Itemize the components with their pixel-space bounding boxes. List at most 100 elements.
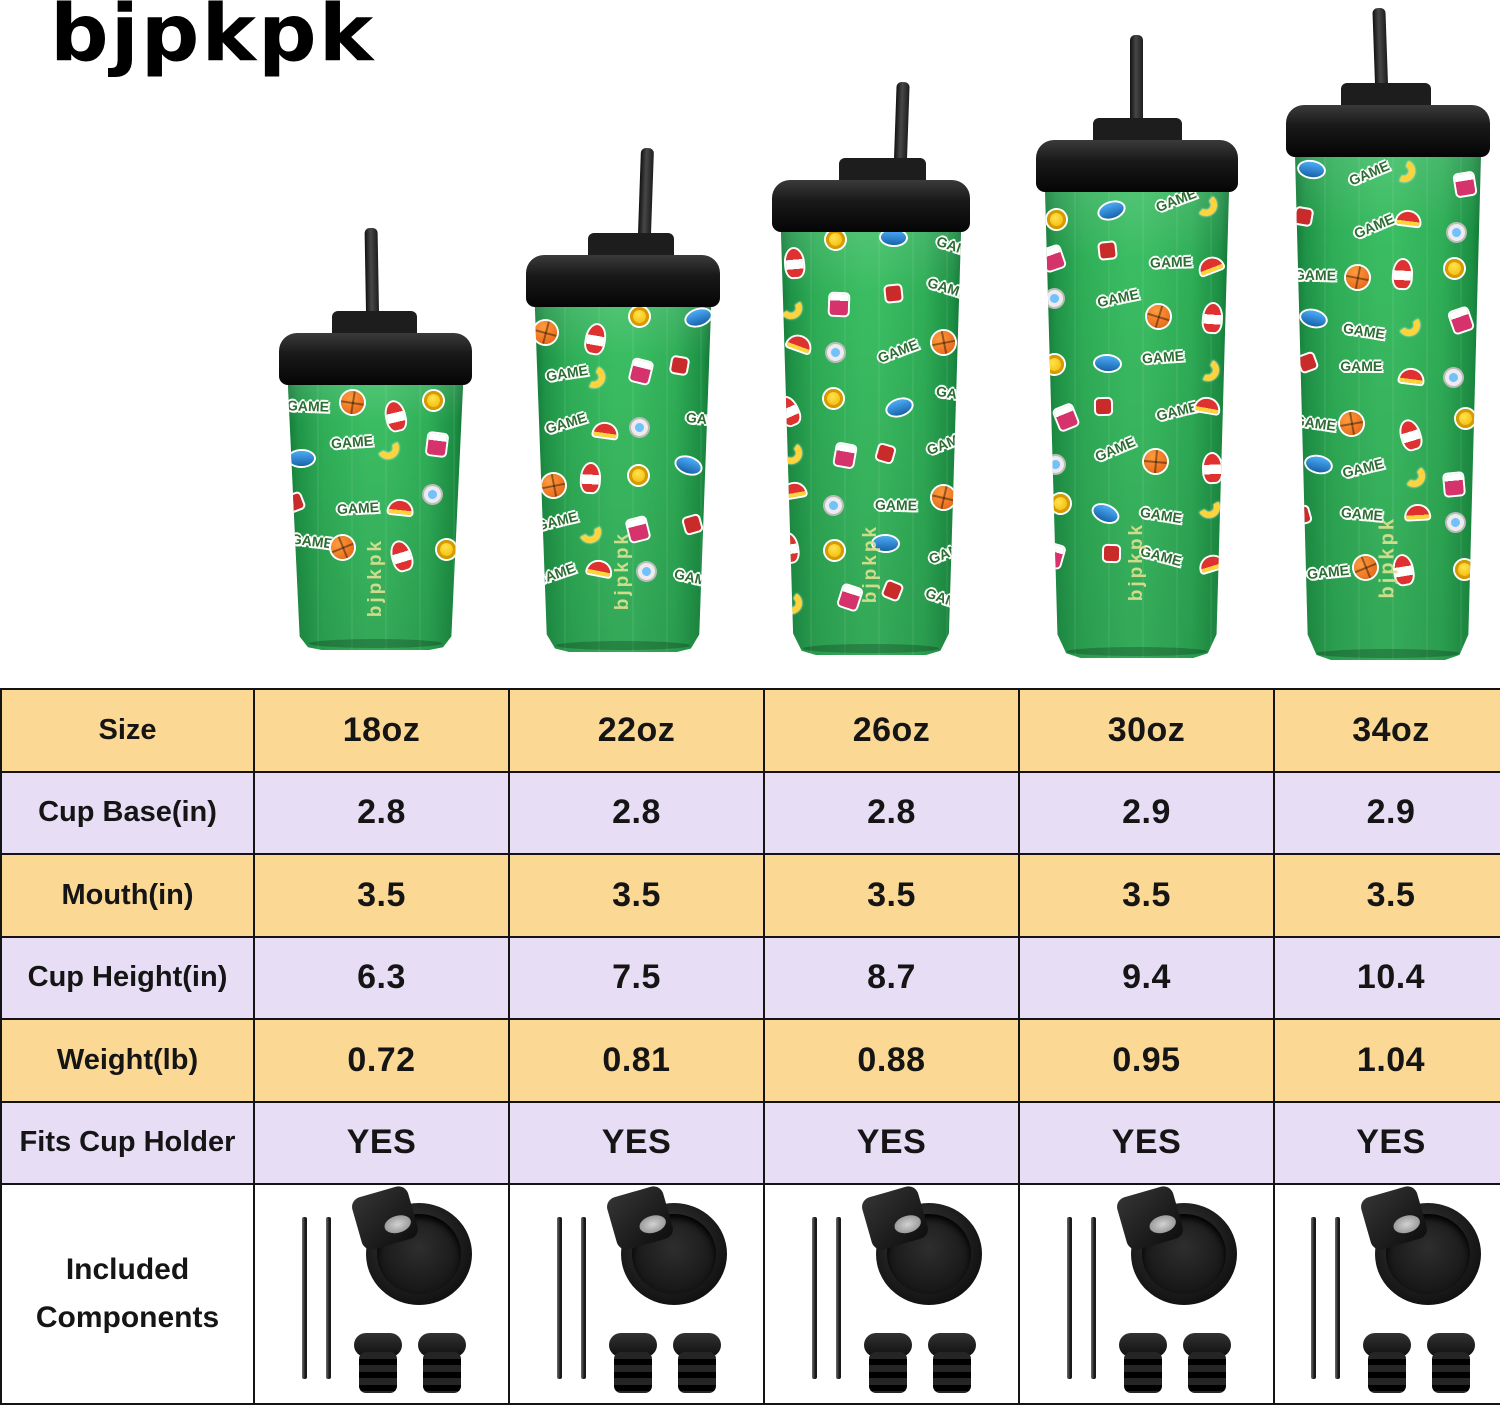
components-image (1275, 1184, 1500, 1397)
game-word-sticker: GAME (286, 397, 330, 416)
cup-brand-text: bjpkpk (612, 530, 633, 610)
basketball-sticker (1338, 409, 1366, 437)
star-sticker (882, 581, 903, 601)
spec-cell: 34oz (1275, 690, 1500, 773)
cap-sticker (1399, 368, 1424, 385)
magnifier-sticker (1445, 512, 1466, 533)
smiley-sticker (1047, 209, 1067, 229)
flip-lid-image (604, 1184, 727, 1314)
basketball-sticker (929, 329, 957, 357)
smiley-sticker (626, 463, 651, 488)
rocket-sticker (584, 323, 606, 354)
spec-cell: 30oz (1020, 690, 1275, 773)
lid (772, 180, 970, 232)
spec-cell: 22oz (510, 690, 765, 773)
metal-straw-image (556, 1217, 562, 1379)
game-word-sticker: GAME (1141, 347, 1185, 367)
game-word-sticker: GAME (1096, 286, 1141, 311)
flip-button-image (891, 1212, 923, 1237)
flip-lid-image (349, 1184, 472, 1314)
smiley-sticker (822, 539, 846, 563)
smiley-sticker (1454, 407, 1477, 429)
cup-brand-text: bjpkpk (364, 538, 386, 618)
components-label-line2: Components (35, 1301, 220, 1334)
lid-straw-mount (1092, 118, 1182, 144)
banana-sticker (1193, 193, 1218, 218)
stopper-image (608, 1333, 657, 1393)
fish-sticker (1299, 308, 1328, 329)
cup-body: GAME GAME GAME GAME GAME GAME GAME GAME bjpkpk (1044, 186, 1230, 658)
spec-cell: 3.5 (1275, 855, 1500, 938)
spec-cell: 6.3 (255, 937, 510, 1020)
smiley-sticker (1044, 352, 1067, 377)
mug-sticker (1454, 172, 1476, 196)
smiley-sticker (628, 305, 651, 328)
components-label: Included Components (2, 1185, 255, 1405)
mug-sticker (1044, 245, 1065, 272)
rocket-sticker (1398, 419, 1423, 451)
tumbler-22oz: GAME GAME GAME GAME GAME GAME bjpkpk (526, 147, 720, 652)
spec-cell: 0.95 (1020, 1020, 1275, 1103)
fish-sticker (1297, 160, 1325, 179)
fish-sticker (684, 306, 712, 329)
spec-cell: 2.8 (510, 772, 765, 855)
flip-lid-image (1358, 1184, 1481, 1314)
banana-sticker (1401, 463, 1426, 488)
fish-sticker (288, 450, 315, 466)
star-sticker (670, 356, 689, 374)
fish-sticker (885, 396, 915, 419)
fish-sticker (674, 454, 703, 477)
banana-sticker (1395, 311, 1422, 338)
components-image (521, 1184, 753, 1397)
basketball-sticker (1142, 448, 1168, 474)
cap-sticker (1396, 210, 1421, 227)
components-image (776, 1184, 1008, 1397)
spec-cell: 0.81 (510, 1020, 765, 1103)
metal-straw-image (325, 1217, 331, 1379)
spec-cell: 7.5 (510, 937, 765, 1020)
game-word-sticker: GAME (923, 584, 966, 614)
fish-sticker (1305, 454, 1333, 475)
smiley-sticker (1048, 491, 1074, 517)
spec-cell: 8.7 (765, 937, 1020, 1020)
basketball-sticker (929, 483, 957, 512)
game-word-sticker: GAME (1293, 266, 1337, 284)
rocket-sticker (1203, 453, 1222, 483)
lid-straw-mount (588, 233, 674, 259)
flip-tab-image (604, 1184, 675, 1252)
spec-cell: YES (765, 1102, 1020, 1185)
smiley-sticker (435, 537, 458, 561)
flip-lid-image (1114, 1184, 1237, 1314)
star-sticker (287, 492, 305, 512)
mug-sticker (829, 293, 849, 316)
cup-brand-text: bjpkpk (1126, 522, 1147, 602)
flip-button-image (636, 1212, 668, 1237)
star-sticker (1099, 242, 1116, 260)
magnifier-sticker (1044, 288, 1065, 309)
components-cell (1020, 1184, 1275, 1405)
game-word-sticker: GAME (1293, 411, 1337, 434)
game-word-sticker: GAME (875, 496, 918, 514)
cap-sticker (781, 482, 807, 500)
components-image (266, 1184, 498, 1397)
game-word-sticker: GAME (672, 565, 716, 591)
metal-straw-image (1335, 1217, 1340, 1379)
rocket-sticker (383, 400, 407, 432)
game-word-sticker: GAME (543, 409, 589, 437)
cap-sticker (1195, 396, 1221, 414)
game-word-sticker: GAME (532, 559, 578, 589)
basketball-sticker (539, 471, 567, 499)
game-word-sticker: GAME (934, 233, 966, 262)
mug-sticker (1444, 472, 1465, 496)
star-sticker (885, 285, 902, 303)
game-word-sticker: GAME (685, 409, 716, 429)
lid-straw-mount (1341, 83, 1432, 109)
cap-sticker (1405, 505, 1430, 520)
components-label-line1: Included (65, 1253, 190, 1286)
spec-cell: 3.5 (1020, 855, 1275, 938)
magnifier-sticker (822, 495, 844, 517)
components-image (1031, 1184, 1263, 1397)
spec-cell: 0.88 (765, 1020, 1020, 1103)
mug-sticker (1053, 404, 1078, 432)
row-label-fits-cup-holder: Fits Cup Holder (2, 1102, 255, 1185)
